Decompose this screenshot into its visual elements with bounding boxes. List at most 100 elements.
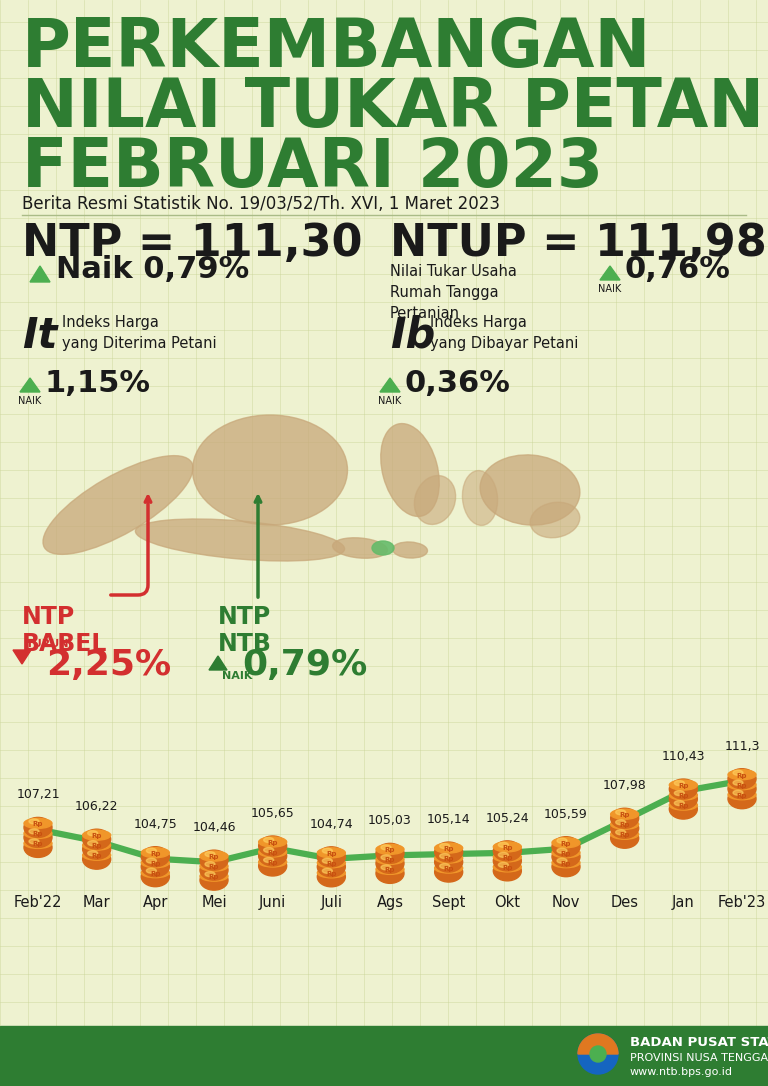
Ellipse shape: [88, 841, 98, 846]
Ellipse shape: [493, 841, 521, 861]
Bar: [0, 1026, 768, 1086]
Ellipse shape: [200, 871, 228, 881]
Ellipse shape: [728, 790, 756, 799]
Text: 104,74: 104,74: [310, 818, 353, 831]
Text: Rp: Rp: [33, 832, 43, 837]
Ellipse shape: [259, 847, 286, 857]
Text: NTUP = 111,98: NTUP = 111,98: [390, 222, 766, 265]
Ellipse shape: [376, 863, 404, 883]
Text: Des: Des: [611, 895, 639, 910]
Ellipse shape: [24, 838, 52, 848]
Text: 0,76%: 0,76%: [624, 255, 730, 285]
Text: Rp: Rp: [33, 821, 43, 828]
Ellipse shape: [29, 829, 39, 834]
Ellipse shape: [392, 542, 428, 558]
Text: Nov: Nov: [552, 895, 580, 910]
Ellipse shape: [611, 829, 639, 848]
Ellipse shape: [141, 848, 169, 858]
Text: Rp: Rp: [326, 871, 336, 876]
Ellipse shape: [193, 415, 347, 525]
Text: Mei: Mei: [201, 895, 227, 910]
Text: Rp: Rp: [385, 847, 396, 854]
Ellipse shape: [263, 837, 273, 843]
Text: NILAI TUKAR PETANI: NILAI TUKAR PETANI: [22, 75, 768, 141]
Ellipse shape: [376, 844, 404, 855]
Text: Sept: Sept: [432, 895, 465, 910]
Ellipse shape: [493, 862, 521, 872]
Text: Rp: Rp: [620, 822, 630, 829]
Text: Rp: Rp: [91, 833, 102, 839]
Text: NTP
NTB: NTP NTB: [218, 605, 272, 656]
Text: 105,24: 105,24: [485, 812, 529, 825]
Text: Rp: Rp: [678, 793, 689, 799]
Ellipse shape: [462, 470, 498, 526]
Ellipse shape: [200, 860, 228, 880]
Text: PROVINSI NUSA TENGGARA BARAT: PROVINSI NUSA TENGGARA BARAT: [630, 1053, 768, 1063]
Text: Rp: Rp: [561, 850, 571, 857]
Ellipse shape: [670, 800, 697, 810]
Ellipse shape: [141, 858, 169, 868]
Ellipse shape: [24, 819, 52, 829]
Text: Apr: Apr: [143, 895, 168, 910]
Ellipse shape: [480, 455, 580, 526]
Ellipse shape: [674, 800, 684, 806]
Text: Rp: Rp: [443, 846, 454, 853]
Text: Indeks Harga
yang Dibayar Petani: Indeks Harga yang Dibayar Petani: [430, 315, 578, 351]
Text: NAIK: NAIK: [222, 671, 253, 681]
Ellipse shape: [611, 818, 639, 838]
Text: Ib: Ib: [390, 315, 435, 357]
Ellipse shape: [141, 847, 169, 867]
Ellipse shape: [435, 843, 462, 853]
Ellipse shape: [493, 861, 521, 881]
Ellipse shape: [24, 829, 52, 838]
Polygon shape: [209, 656, 227, 670]
Ellipse shape: [728, 770, 756, 780]
Ellipse shape: [259, 856, 286, 876]
Ellipse shape: [83, 839, 111, 859]
Ellipse shape: [728, 769, 756, 788]
Ellipse shape: [200, 850, 228, 870]
Text: Mar: Mar: [83, 895, 111, 910]
Text: Rp: Rp: [150, 861, 161, 867]
Text: Rp: Rp: [385, 868, 396, 873]
Ellipse shape: [616, 820, 626, 824]
Ellipse shape: [147, 858, 157, 863]
Text: It: It: [22, 315, 58, 357]
Ellipse shape: [333, 538, 387, 558]
Ellipse shape: [670, 779, 697, 799]
Text: Rp: Rp: [267, 860, 278, 866]
Ellipse shape: [611, 830, 639, 839]
Polygon shape: [30, 266, 50, 282]
Text: Rp: Rp: [150, 850, 161, 857]
Ellipse shape: [611, 808, 639, 829]
Ellipse shape: [323, 869, 333, 873]
Text: 0,36%: 0,36%: [404, 368, 510, 397]
Text: Juni: Juni: [259, 895, 286, 910]
Ellipse shape: [439, 854, 450, 859]
Ellipse shape: [435, 862, 462, 882]
Text: TURUN: TURUN: [26, 639, 69, 649]
Ellipse shape: [317, 868, 346, 877]
Text: Feb'22: Feb'22: [14, 895, 62, 910]
Text: Rp: Rp: [737, 773, 747, 779]
Ellipse shape: [670, 790, 697, 809]
Ellipse shape: [259, 836, 286, 856]
Ellipse shape: [435, 853, 462, 863]
Text: NAIK: NAIK: [598, 285, 621, 294]
Ellipse shape: [616, 810, 626, 814]
Ellipse shape: [147, 868, 157, 873]
Ellipse shape: [200, 851, 228, 861]
Text: BADAN PUSAT STATISTIK: BADAN PUSAT STATISTIK: [630, 1035, 768, 1048]
Ellipse shape: [200, 861, 228, 871]
Text: Rp: Rp: [620, 812, 630, 818]
Ellipse shape: [372, 541, 394, 555]
Text: Rp: Rp: [150, 871, 161, 876]
Ellipse shape: [557, 848, 567, 854]
Ellipse shape: [43, 456, 193, 554]
Ellipse shape: [29, 838, 39, 844]
Ellipse shape: [498, 862, 508, 868]
Text: 106,22: 106,22: [75, 800, 118, 813]
Ellipse shape: [24, 837, 52, 858]
Ellipse shape: [670, 780, 697, 791]
Text: Rp: Rp: [91, 843, 102, 849]
